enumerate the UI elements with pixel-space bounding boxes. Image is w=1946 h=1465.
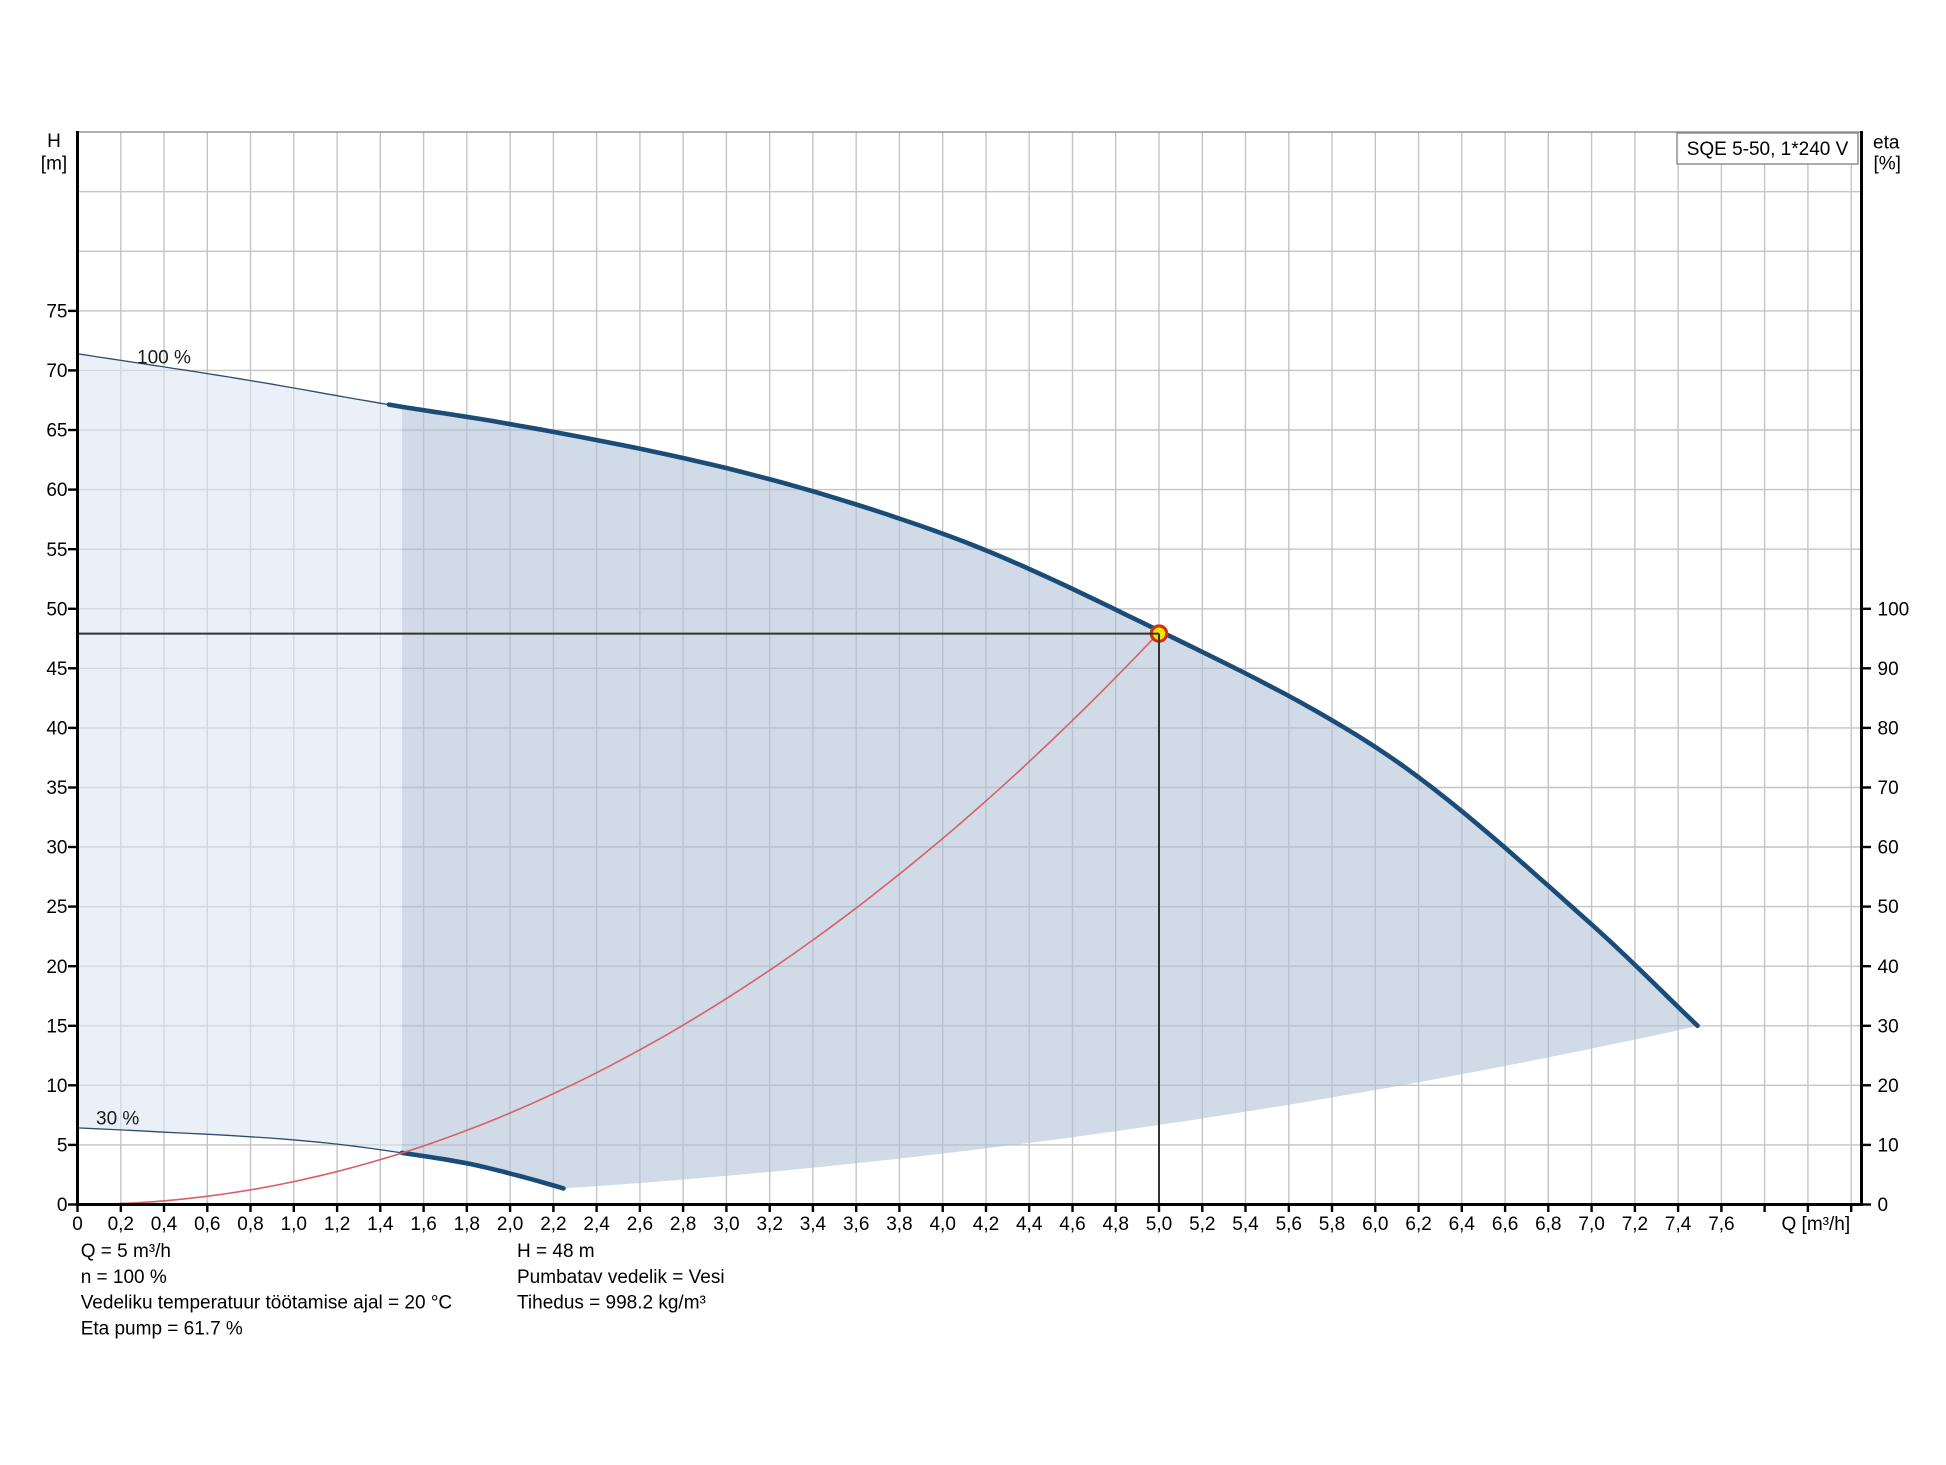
svg-text:4,0: 4,0	[929, 1214, 955, 1235]
svg-text:30 %: 30 %	[96, 1109, 139, 1130]
svg-text:6,2: 6,2	[1405, 1214, 1431, 1235]
svg-text:50: 50	[46, 599, 67, 620]
svg-text:70: 70	[46, 361, 67, 382]
svg-text:40: 40	[1878, 957, 1899, 978]
svg-text:6,6: 6,6	[1492, 1214, 1518, 1235]
svg-text:4,8: 4,8	[1102, 1214, 1128, 1235]
svg-text:100 %: 100 %	[137, 348, 191, 369]
svg-text:eta: eta	[1873, 133, 1900, 154]
svg-text:4,2: 4,2	[973, 1214, 999, 1235]
svg-text:1,2: 1,2	[324, 1214, 350, 1235]
svg-text:[%]: [%]	[1874, 154, 1901, 175]
svg-text:7,0: 7,0	[1578, 1214, 1604, 1235]
svg-text:3,4: 3,4	[800, 1214, 827, 1235]
svg-text:1,6: 1,6	[410, 1214, 436, 1235]
svg-text:5: 5	[57, 1136, 68, 1157]
svg-text:7,2: 7,2	[1622, 1214, 1648, 1235]
svg-text:6,8: 6,8	[1535, 1214, 1561, 1235]
svg-text:35: 35	[46, 778, 67, 799]
svg-text:1,0: 1,0	[281, 1214, 307, 1235]
svg-text:2,0: 2,0	[497, 1214, 523, 1235]
svg-text:15: 15	[46, 1016, 67, 1037]
svg-text:30: 30	[46, 838, 67, 859]
svg-text:5,6: 5,6	[1276, 1214, 1302, 1235]
svg-text:3,6: 3,6	[843, 1214, 869, 1235]
svg-text:70: 70	[1878, 778, 1899, 799]
svg-text:4,4: 4,4	[1016, 1214, 1043, 1235]
svg-text:Q = 5 m³/h: Q = 5 m³/h	[81, 1241, 171, 1262]
svg-text:60: 60	[1878, 838, 1899, 859]
svg-text:0,8: 0,8	[237, 1214, 263, 1235]
svg-text:55: 55	[46, 540, 67, 561]
svg-text:5,0: 5,0	[1146, 1214, 1172, 1235]
svg-text:100: 100	[1878, 599, 1910, 620]
svg-text:0,2: 0,2	[108, 1214, 134, 1235]
svg-text:SQE 5-50, 1*240 V: SQE 5-50, 1*240 V	[1687, 139, 1849, 160]
svg-text:0: 0	[1878, 1195, 1889, 1216]
svg-text:0: 0	[57, 1195, 68, 1216]
svg-text:3,8: 3,8	[886, 1214, 912, 1235]
svg-text:Tihedus = 998.2 kg/m³: Tihedus = 998.2 kg/m³	[517, 1293, 706, 1314]
svg-text:Vedeliku temperatuur töötamise: Vedeliku temperatuur töötamise ajal = 20…	[81, 1293, 452, 1314]
svg-text:3,0: 3,0	[713, 1214, 739, 1235]
svg-text:50: 50	[1878, 897, 1899, 918]
svg-text:5,2: 5,2	[1189, 1214, 1215, 1235]
svg-text:60: 60	[46, 480, 67, 501]
svg-text:4,6: 4,6	[1059, 1214, 1085, 1235]
svg-text:1,8: 1,8	[454, 1214, 480, 1235]
svg-text:20: 20	[46, 957, 67, 978]
svg-text:3,2: 3,2	[756, 1214, 782, 1235]
svg-text:7,6: 7,6	[1708, 1214, 1734, 1235]
svg-text:Pumbatav vedelik = Vesi: Pumbatav vedelik = Vesi	[517, 1267, 725, 1288]
svg-text:0,6: 0,6	[194, 1214, 220, 1235]
svg-text:6,4: 6,4	[1449, 1214, 1476, 1235]
svg-text:[m]: [m]	[41, 154, 67, 175]
svg-text:7,4: 7,4	[1665, 1214, 1692, 1235]
svg-text:5,8: 5,8	[1319, 1214, 1345, 1235]
svg-text:Eta pump = 61.7 %: Eta pump = 61.7 %	[81, 1318, 243, 1339]
svg-text:90: 90	[1878, 659, 1899, 680]
svg-text:n = 100 %: n = 100 %	[81, 1267, 167, 1288]
svg-text:2,4: 2,4	[583, 1214, 610, 1235]
svg-text:65: 65	[46, 421, 67, 442]
svg-text:30: 30	[1878, 1016, 1899, 1037]
svg-text:2,2: 2,2	[540, 1214, 566, 1235]
svg-text:25: 25	[46, 897, 67, 918]
svg-text:40: 40	[46, 719, 67, 740]
svg-text:6,0: 6,0	[1362, 1214, 1388, 1235]
svg-text:H = 48 m: H = 48 m	[517, 1241, 595, 1262]
svg-text:Q [m³/h]: Q [m³/h]	[1782, 1214, 1851, 1235]
svg-text:20: 20	[1878, 1076, 1899, 1097]
svg-text:2,8: 2,8	[670, 1214, 696, 1235]
svg-text:5,4: 5,4	[1232, 1214, 1259, 1235]
svg-text:0,4: 0,4	[151, 1214, 178, 1235]
svg-text:0: 0	[72, 1214, 83, 1235]
svg-text:1,4: 1,4	[367, 1214, 394, 1235]
svg-text:10: 10	[46, 1076, 67, 1097]
svg-text:2,6: 2,6	[627, 1214, 653, 1235]
svg-text:10: 10	[1878, 1136, 1899, 1157]
svg-text:75: 75	[46, 302, 67, 323]
svg-text:H: H	[47, 131, 61, 152]
svg-text:80: 80	[1878, 719, 1899, 740]
svg-text:45: 45	[46, 659, 67, 680]
